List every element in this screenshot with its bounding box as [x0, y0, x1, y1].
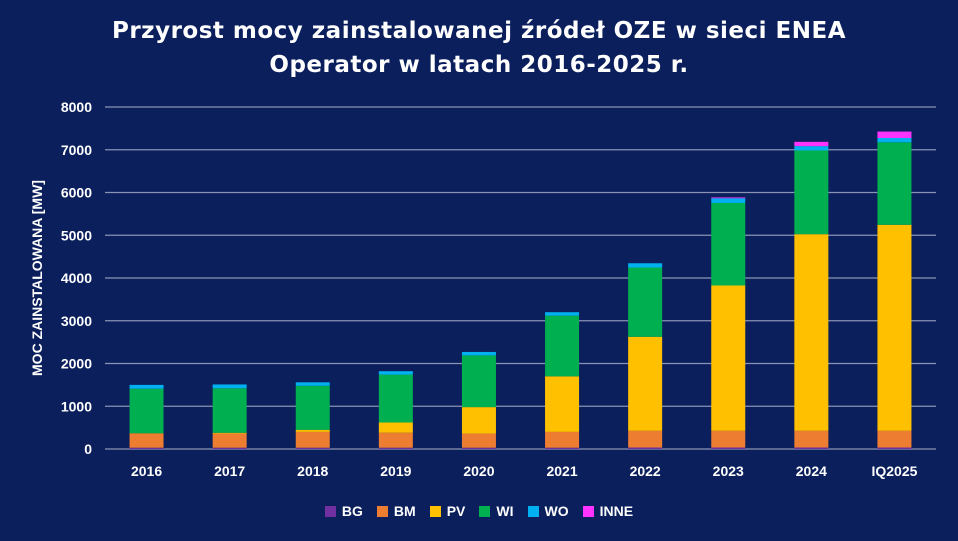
bar-segment-pv-2017 [212, 432, 247, 434]
bar-segment-wo-2024 [794, 146, 829, 151]
bar-segment-wi-2017 [212, 388, 247, 433]
legend-label: PV [446, 503, 466, 519]
bar-segment-bm-2021 [545, 431, 580, 448]
bar-segment-bg-2016 [129, 447, 164, 449]
chart-title-line-2: Operator w latach 2016-2025 r. [269, 52, 689, 78]
bar-segment-pv-2020 [461, 407, 496, 434]
legend: BG BM PV WI WO INNE [0, 503, 958, 519]
legend-swatch [376, 505, 388, 517]
legend-item-pv: PV [429, 503, 466, 519]
bar-segment-wo-2019 [378, 371, 413, 375]
bar-segment-wi-2024 [794, 150, 829, 235]
x-tick-label: 2018 [297, 463, 328, 479]
y-tick-label: 6000 [61, 185, 92, 201]
bar-segment-bg-2022 [628, 447, 663, 449]
bar-segment-wi-2018 [295, 385, 330, 430]
y-tick-label: 4000 [61, 270, 92, 286]
x-tick-label: 2019 [380, 463, 411, 479]
x-tick-label: 2017 [214, 463, 245, 479]
legend-item-bg: BG [324, 503, 363, 519]
x-tick-label: IQ2025 [871, 463, 917, 479]
y-axis-ticks: 0 1000 2000 3000 4000 5000 6000 7000 8000 [61, 99, 92, 457]
y-tick-label: 2000 [61, 356, 92, 372]
bar-segment-bg-2017 [212, 447, 247, 449]
bar-segment-wo-2017 [212, 384, 247, 389]
bar-segment-bm-2023 [711, 430, 746, 448]
y-tick-label: 7000 [61, 142, 92, 158]
bar-segment-wi-2020 [461, 355, 496, 408]
bar-segment-wo-2023 [711, 198, 746, 203]
legend-item-bm: BM [376, 503, 416, 519]
chart-title-line-1: Przyrost mocy zainstalowanej źródeł OZE … [111, 18, 846, 44]
bar-segment-wo-iq2025 [877, 137, 912, 143]
bar-segment-bm-2018 [295, 431, 330, 448]
bar-segment-wo-2021 [545, 312, 580, 316]
y-tick-label: 3000 [61, 313, 92, 329]
bar-segment-bm-iq2025 [877, 430, 912, 448]
bar-segment-pv-iq2025 [877, 224, 912, 431]
bar-segment-bm-2017 [212, 433, 247, 448]
bar-segment-pv-2019 [378, 422, 413, 433]
bar-segment-pv-2023 [711, 285, 746, 431]
bar-segment-wi-2019 [378, 374, 413, 423]
chart-title: Przyrost mocy zainstalowanej źródeł OZE … [0, 14, 958, 82]
y-axis-label: MOC ZAINSTALOWANA [MW] [29, 180, 45, 376]
bar-segment-pv-2024 [794, 234, 829, 431]
bar-segment-bg-2021 [545, 447, 580, 449]
bar-segment-wi-iq2025 [877, 142, 912, 225]
bar-segment-bm-2016 [129, 433, 164, 448]
bar-segment-pv-2021 [545, 376, 580, 432]
x-tick-label: 2023 [713, 463, 744, 479]
x-axis-ticks: 2016 2017 2018 2019 2020 2021 2022 2023 2024 IQ20… [131, 463, 918, 479]
legend-label: WI [496, 503, 514, 519]
bar-segment-bg-2019 [378, 447, 413, 449]
legend-swatch [527, 505, 539, 517]
bar-segment-bm-2019 [378, 432, 413, 448]
bar-segment-wo-2018 [295, 382, 330, 386]
bar-segment-bm-2020 [461, 433, 496, 448]
bar-segment-inne-2023 [711, 197, 746, 199]
bar-segment-bg-iq2025 [877, 447, 912, 449]
legend-label: BG [341, 503, 363, 519]
legend-item-wi: WI [479, 503, 514, 519]
y-tick-label: 5000 [61, 227, 92, 243]
x-tick-label: 2020 [463, 463, 494, 479]
legend-swatch [324, 505, 336, 517]
legend-label: INNE [599, 503, 634, 519]
bars [129, 131, 912, 449]
x-tick-label: 2022 [630, 463, 661, 479]
bar-segment-bg-2018 [295, 447, 330, 449]
bar-segment-bg-2023 [711, 447, 746, 449]
bar-segment-wo-2020 [461, 351, 496, 356]
bar-segment-wi-2022 [628, 267, 663, 337]
bar-segment-inne-2024 [794, 141, 829, 147]
legend-swatch [479, 505, 491, 517]
y-tick-label: 0 [84, 441, 92, 457]
bar-segment-bm-2024 [794, 430, 829, 448]
x-tick-label: 2024 [796, 463, 827, 479]
bar-segment-wo-2016 [129, 384, 164, 389]
bar-segment-inne-iq2025 [877, 131, 912, 138]
legend-swatch [429, 505, 441, 517]
bar-segment-pv-2018 [295, 429, 330, 432]
legend-swatch [582, 505, 594, 517]
x-tick-label: 2016 [131, 463, 162, 479]
legend-label: BM [393, 503, 416, 519]
x-tick-label: 2021 [546, 463, 577, 479]
legend-label: WO [544, 503, 569, 519]
bar-segment-wi-2023 [711, 202, 746, 286]
bar-segment-wi-2016 [129, 388, 164, 434]
bar-segment-pv-2022 [628, 336, 663, 431]
legend-item-inne: INNE [582, 503, 634, 519]
y-tick-label: 8000 [61, 99, 92, 115]
y-tick-label: 1000 [61, 398, 92, 414]
legend-item-wo: WO [527, 503, 569, 519]
bar-segment-bm-2022 [628, 430, 663, 448]
bar-segment-bg-2024 [794, 447, 829, 449]
bar-segment-wo-2022 [628, 263, 663, 268]
bar-segment-wi-2021 [545, 315, 580, 377]
bar-segment-bg-2020 [461, 447, 496, 449]
